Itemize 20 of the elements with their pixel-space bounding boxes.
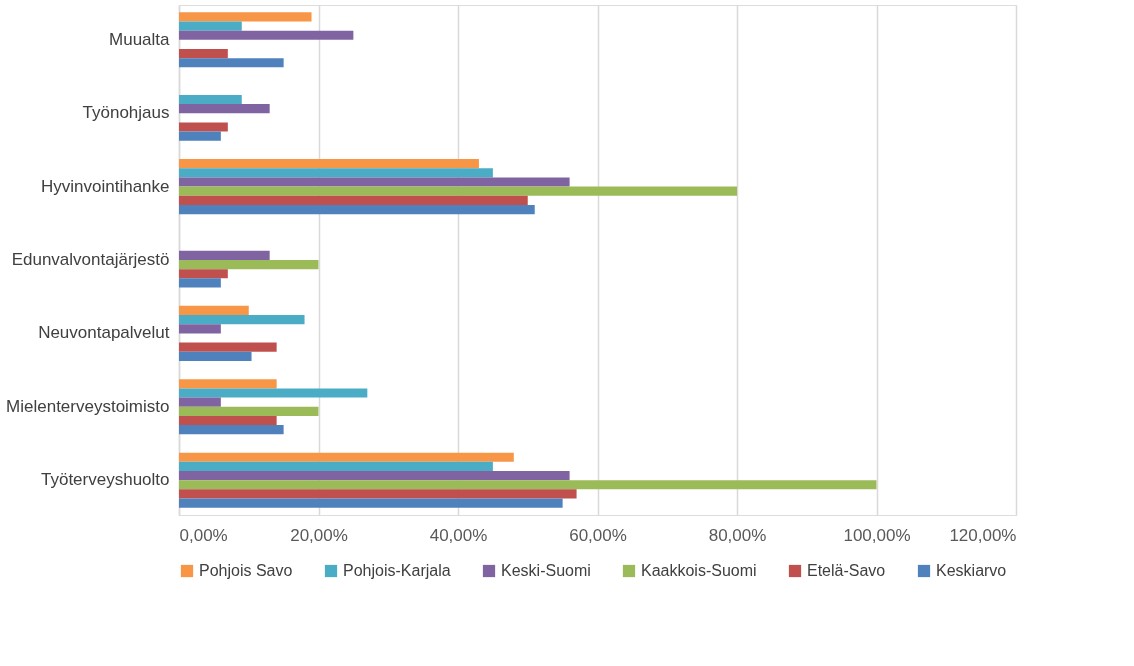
legend-label: Pohjois-Karjala [343,562,451,579]
y-tick-label: Mielenterveystoimisto [6,396,170,416]
y-tick-label: Muualta [109,29,171,49]
y-tick-label: Työnohjaus [82,103,170,123]
x-tick-label: 80,00% [708,525,767,545]
x-tick-label: 120,00% [949,525,1017,545]
y-tick-label: Työterveyshuolto [40,470,170,490]
x-tick-label: 100,00% [843,525,911,545]
legend-label: Etelä-Savo [807,562,886,579]
legend-label: Kaakkois-Suomi [641,562,757,579]
x-tick-label: 40,00% [429,525,488,545]
legend-label: Keski-Suomi [501,562,591,579]
x-tick-label: 0,00% [179,525,228,545]
legend-label: Pohjois Savo [199,562,293,579]
y-tick-label: Neuvontapalvelut [38,323,170,343]
legend-label: Keskiarvo [936,562,1007,579]
y-tick-label: Edunvalvontajärjestö [11,250,170,269]
x-tick-label: 60,00% [569,525,627,545]
x-tick-label: 20,00% [290,525,348,545]
y-tick-label: Hyvinvointihanke [40,176,170,196]
